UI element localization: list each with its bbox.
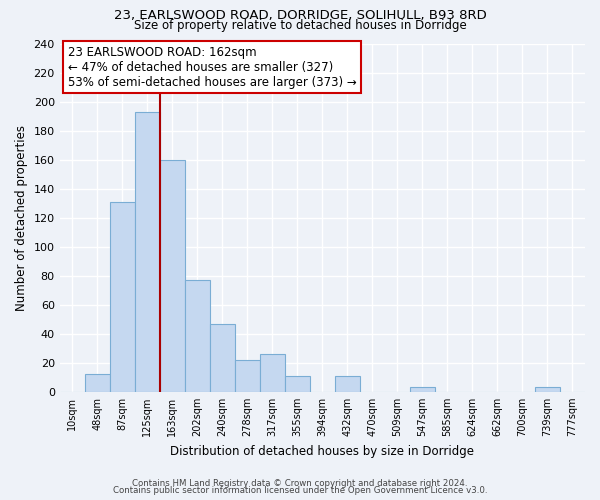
Bar: [285, 376, 310, 392]
Bar: [110, 202, 135, 392]
Bar: [335, 376, 360, 392]
Bar: [160, 160, 185, 392]
Bar: [410, 388, 435, 392]
Text: 23 EARLSWOOD ROAD: 162sqm
← 47% of detached houses are smaller (327)
53% of semi: 23 EARLSWOOD ROAD: 162sqm ← 47% of detac…: [68, 46, 356, 88]
Text: Contains public sector information licensed under the Open Government Licence v3: Contains public sector information licen…: [113, 486, 487, 495]
Text: Size of property relative to detached houses in Dorridge: Size of property relative to detached ho…: [134, 19, 466, 32]
Bar: [260, 354, 285, 392]
Bar: [235, 360, 260, 392]
X-axis label: Distribution of detached houses by size in Dorridge: Distribution of detached houses by size …: [170, 444, 475, 458]
Bar: [135, 112, 160, 392]
Text: Contains HM Land Registry data © Crown copyright and database right 2024.: Contains HM Land Registry data © Crown c…: [132, 478, 468, 488]
Text: 23, EARLSWOOD ROAD, DORRIDGE, SOLIHULL, B93 8RD: 23, EARLSWOOD ROAD, DORRIDGE, SOLIHULL, …: [113, 9, 487, 22]
Bar: [210, 324, 235, 392]
Bar: [185, 280, 210, 392]
Bar: [535, 388, 560, 392]
Bar: [85, 374, 110, 392]
Y-axis label: Number of detached properties: Number of detached properties: [15, 125, 28, 311]
